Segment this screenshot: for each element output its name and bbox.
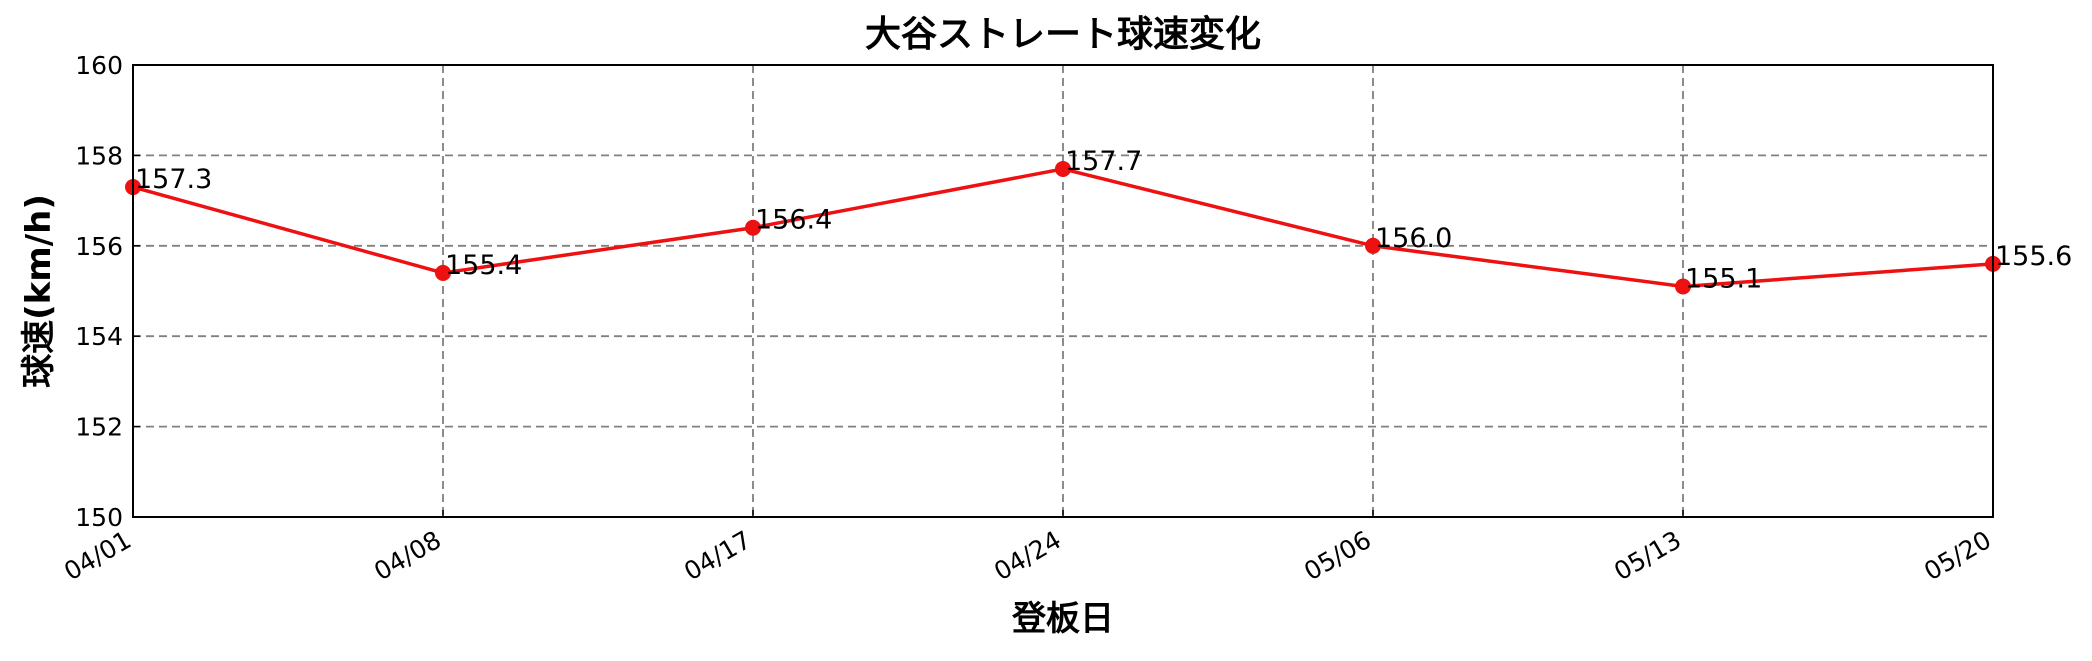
data-point-1 [435,264,451,281]
data-label-1: 155.4 [445,250,522,281]
x-axis-label: 登板日 [1011,599,1114,639]
data-label-group: 157.3 155.4 156.4 157.7 156.0 155.1 155.6 [135,146,2072,295]
data-point-5 [1675,278,1691,295]
y-tick-label-5: 160 [75,51,123,80]
data-label-4: 156.0 [1375,223,1452,254]
y-axis-ticks: 150 152 154 156 158 160 [75,51,140,532]
data-point-4 [1365,237,1381,254]
series-line-group [125,160,2001,295]
data-point-2 [745,219,761,236]
data-point-3 [1055,160,1071,177]
y-tick-label-4: 158 [75,141,123,170]
x-tick-label-2: 04/17 [679,525,756,586]
x-tick-label-3: 04/24 [989,525,1066,586]
y-tick-label-2: 154 [75,322,123,351]
y-tick-label-3: 156 [75,232,123,261]
y-tick-label-1: 152 [75,413,123,442]
y-axis-label: 球速(km/h) [19,194,59,388]
data-label-5: 155.1 [1685,263,1762,294]
x-tick-label-6: 05/20 [1919,525,1996,586]
x-tick-label-5: 05/13 [1609,525,1686,586]
data-label-2: 156.4 [755,205,832,236]
x-tick-label-0: 04/01 [59,525,136,586]
data-label-6: 155.6 [1995,241,2072,272]
data-label-0: 157.3 [135,164,212,195]
x-axis-ticks: 04/01 04/08 04/17 04/24 05/06 05/13 05/20 [59,510,1996,586]
y-tick-label-0: 150 [75,503,123,532]
x-tick-label-1: 04/08 [369,525,446,586]
data-label-3: 157.7 [1065,146,1142,177]
x-tick-label-4: 05/06 [1299,525,1376,586]
chart-title: 大谷ストレート球速変化 [865,13,1261,55]
